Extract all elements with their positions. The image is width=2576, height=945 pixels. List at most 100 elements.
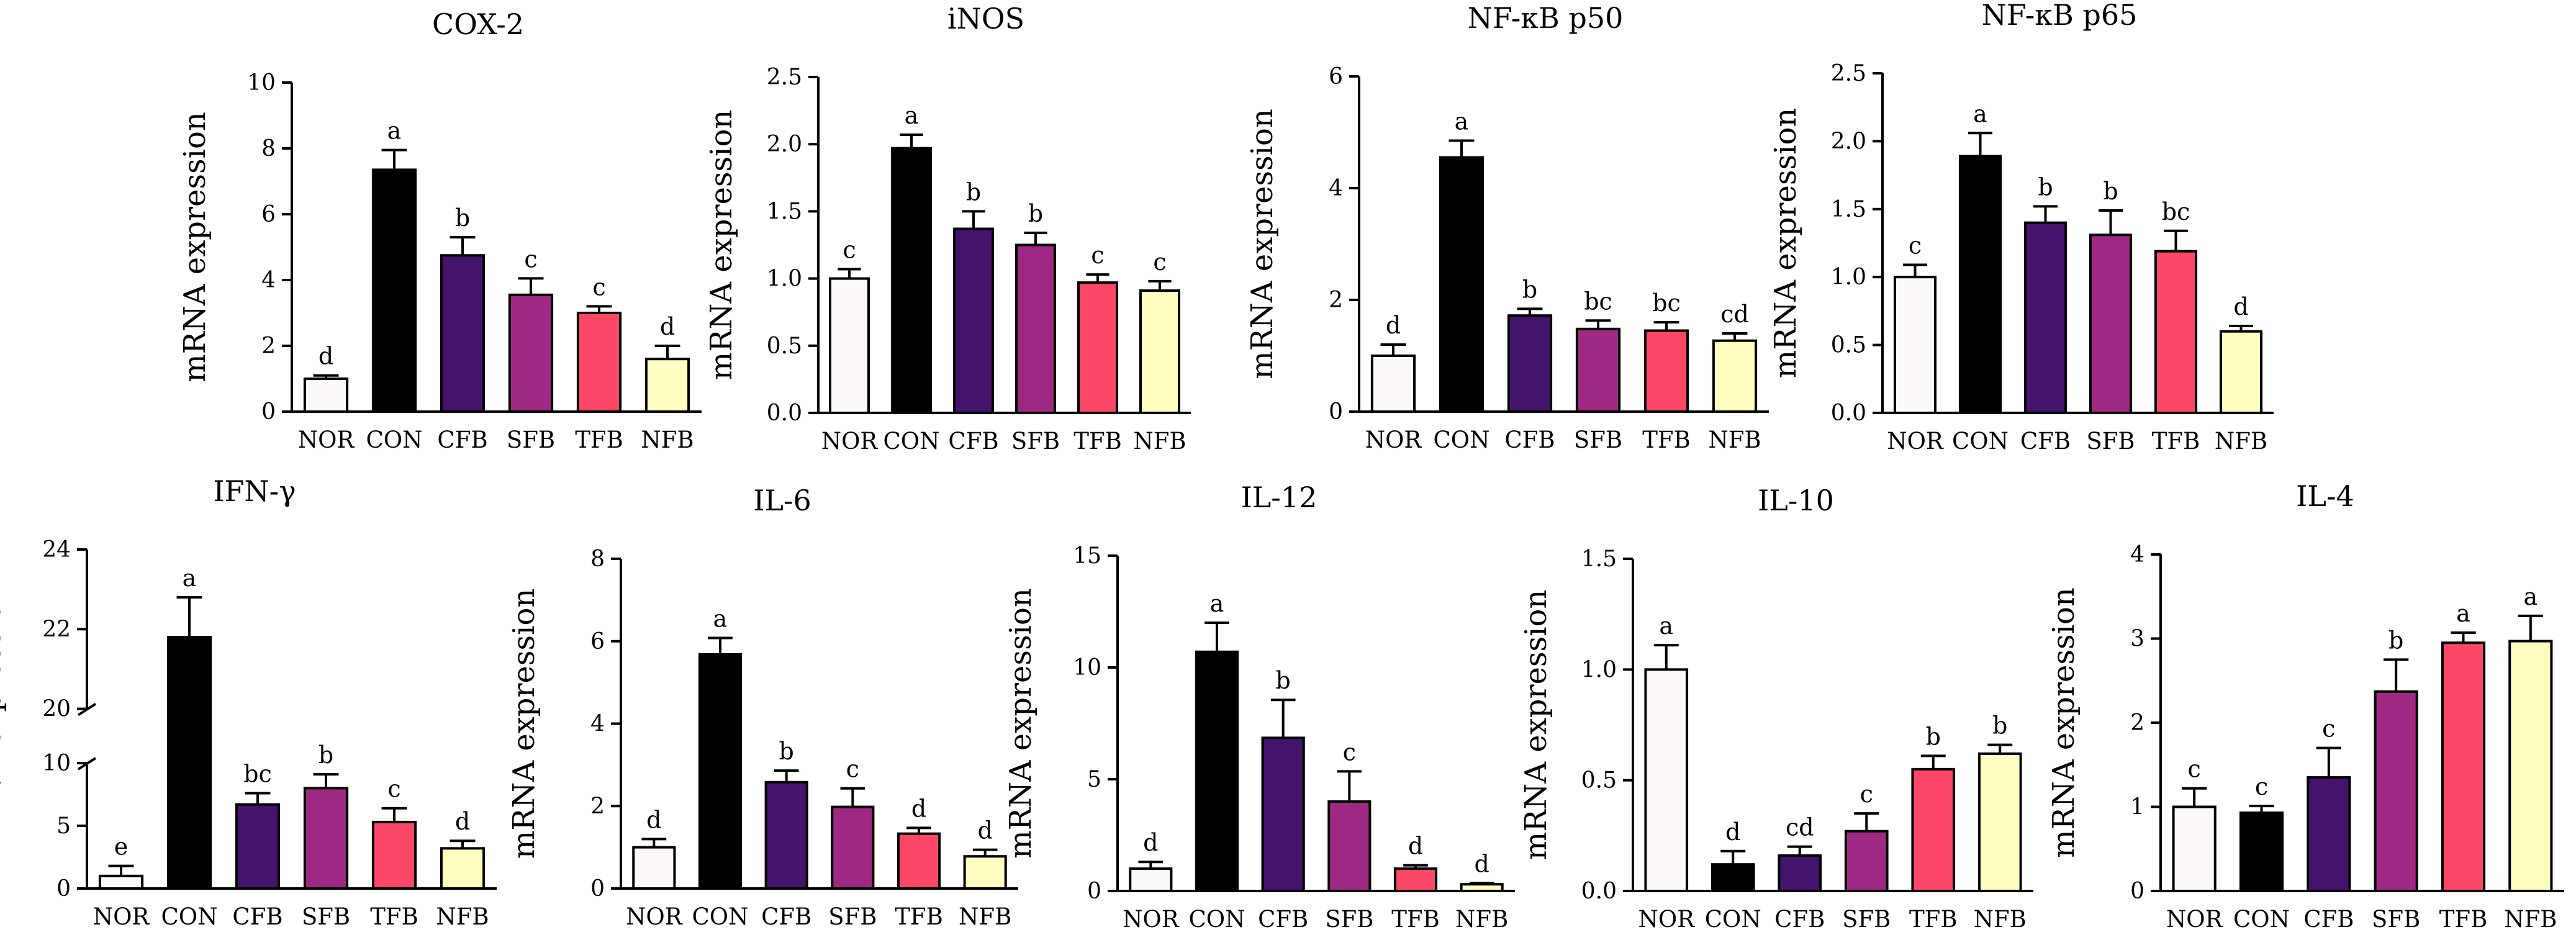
x-tick-label: TFB xyxy=(1073,428,1122,454)
bar-con xyxy=(1711,863,1755,892)
chart-panel-4: NF-κB p65 mRNA expression 0.0 0.5 1.0 1.5 2.0 2… xyxy=(1768,0,2274,454)
x-tick-label: NFB xyxy=(641,427,694,453)
y-tick-label: 0.5 xyxy=(1831,333,1866,358)
bar-cfb xyxy=(953,227,994,414)
y-tick-label: 1.5 xyxy=(1581,546,1617,572)
bar-con xyxy=(698,653,743,890)
x-tick-label: CFB xyxy=(232,903,282,930)
significance-letter: a xyxy=(905,102,919,129)
x-tick-label: NFB xyxy=(959,903,1011,930)
y-tick-label: 0 xyxy=(590,876,605,902)
y-tick-label: 2.0 xyxy=(1831,129,1866,154)
bar-nor xyxy=(98,874,144,890)
x-tick-label: NOR xyxy=(1887,428,1944,454)
y-tick-label: 20 xyxy=(42,697,71,722)
y-tick-label: 1 xyxy=(2130,795,2144,820)
significance-letter: cd xyxy=(1786,814,1814,841)
significance-letter: d xyxy=(1143,829,1158,856)
y-tick-label: 2 xyxy=(590,794,605,819)
x-tick-label: CON xyxy=(1188,906,1245,933)
x-tick-label: SFB xyxy=(507,427,555,453)
significance-letter: c xyxy=(1909,232,1922,260)
significance-letter: b xyxy=(1926,723,1941,750)
bar-nfb xyxy=(1712,339,1758,414)
y-tick-label: 4 xyxy=(590,712,605,737)
x-tick-label: SFB xyxy=(1011,428,1060,454)
y-tick-label: 2 xyxy=(261,333,276,359)
significance-letter: d xyxy=(455,808,470,835)
x-tick-label: CON xyxy=(692,903,748,930)
bar-tfb xyxy=(897,832,941,890)
y-axis-label: mRNA expression xyxy=(0,584,7,854)
significance-letter: c xyxy=(1860,780,1873,808)
significance-letter: e xyxy=(114,833,129,861)
x-tick-label: SFB xyxy=(2086,428,2135,454)
bar-sfb xyxy=(1327,800,1372,892)
x-tick-label: SFB xyxy=(1574,427,1622,453)
y-axis-label: mRNA expression xyxy=(1245,109,1280,379)
bar-con xyxy=(891,147,932,415)
y-tick-label: 2 xyxy=(1329,287,1343,313)
y-tick-label: 8 xyxy=(261,136,276,161)
significance-letter: d xyxy=(1386,312,1401,339)
bar-sfb xyxy=(508,293,554,413)
chart-title: IFN-γ xyxy=(213,474,296,508)
significance-letter: bc xyxy=(2162,198,2190,225)
significance-letter: c xyxy=(1343,738,1356,766)
bar-nfb xyxy=(644,358,690,414)
x-tick-label: TFB xyxy=(895,903,943,930)
y-tick-label: 0.0 xyxy=(1831,400,1866,426)
significance-letter: d xyxy=(1725,818,1740,846)
bar-cfb xyxy=(1261,736,1305,893)
x-tick-label: CFB xyxy=(1504,427,1555,453)
y-tick-label: 6 xyxy=(261,202,276,227)
y-tick-label: 10 xyxy=(42,751,71,776)
chart-panel-7: IL-12 mRNA expression 0 5 10 15 d NOR a CON b CFB c S… xyxy=(1003,481,1515,933)
chart-panel-9: IL-4 mRNA expression 0 1 2 3 4 c NOR c CON c CFB b SFB… xyxy=(2046,479,2564,933)
y-tick-label: 1.0 xyxy=(1581,657,1617,682)
y-tick-label: 0 xyxy=(2130,879,2144,904)
x-tick-label: CFB xyxy=(1774,906,1825,933)
bar-nfb xyxy=(963,855,1007,890)
significance-letter: d xyxy=(978,817,993,844)
significance-letter: c xyxy=(2188,756,2201,783)
x-tick-label: SFB xyxy=(1842,906,1891,933)
y-tick-label: 10 xyxy=(247,70,276,96)
significance-letter: b xyxy=(1992,712,2007,739)
chart-panel-8: IL-10 mRNA expression 0.0 0.5 1.0 1.5 a NOR d CON… xyxy=(1519,484,2033,933)
y-axis-label: mRNA expression xyxy=(178,112,212,382)
y-axis-label: mRNA expression xyxy=(1519,590,1553,861)
significance-letter: c xyxy=(387,775,400,803)
bar-tfb xyxy=(1077,281,1118,415)
y-tick-label: 4 xyxy=(261,268,276,293)
significance-letter: c xyxy=(1091,242,1104,269)
y-tick-label: 6 xyxy=(1329,64,1343,89)
bar-nor xyxy=(829,277,870,414)
chart-title: IL-10 xyxy=(1758,484,1834,517)
y-tick-label: 1.0 xyxy=(1831,265,1866,290)
bar-nfb xyxy=(1460,883,1504,892)
bar-sfb xyxy=(1015,243,1056,414)
x-tick-label: CFB xyxy=(2303,906,2354,933)
y-tick-label: 10 xyxy=(1073,655,1101,680)
bar-cfb xyxy=(235,803,281,890)
bar-cfb xyxy=(1778,854,1822,893)
x-tick-label: SFB xyxy=(302,903,350,930)
x-tick-label: CFB xyxy=(948,428,998,454)
bar-nfb xyxy=(440,847,486,890)
x-tick-label: TFB xyxy=(1642,427,1691,453)
x-tick-label: NOR xyxy=(1123,906,1180,933)
bar-cfb xyxy=(764,780,808,890)
significance-letter: bc xyxy=(243,760,272,787)
bar-con xyxy=(1958,155,2002,415)
significance-letter: c xyxy=(592,273,605,301)
bar-sfb xyxy=(1844,830,1889,892)
significance-letter: a xyxy=(713,605,728,632)
x-tick-label: TFB xyxy=(2152,428,2200,454)
y-tick-label: 0 xyxy=(56,876,71,902)
x-tick-label: TFB xyxy=(1909,906,1958,933)
chart-title: IL-4 xyxy=(2296,479,2354,513)
bar-sfb xyxy=(1575,327,1621,413)
x-tick-label: CFB xyxy=(437,427,487,453)
